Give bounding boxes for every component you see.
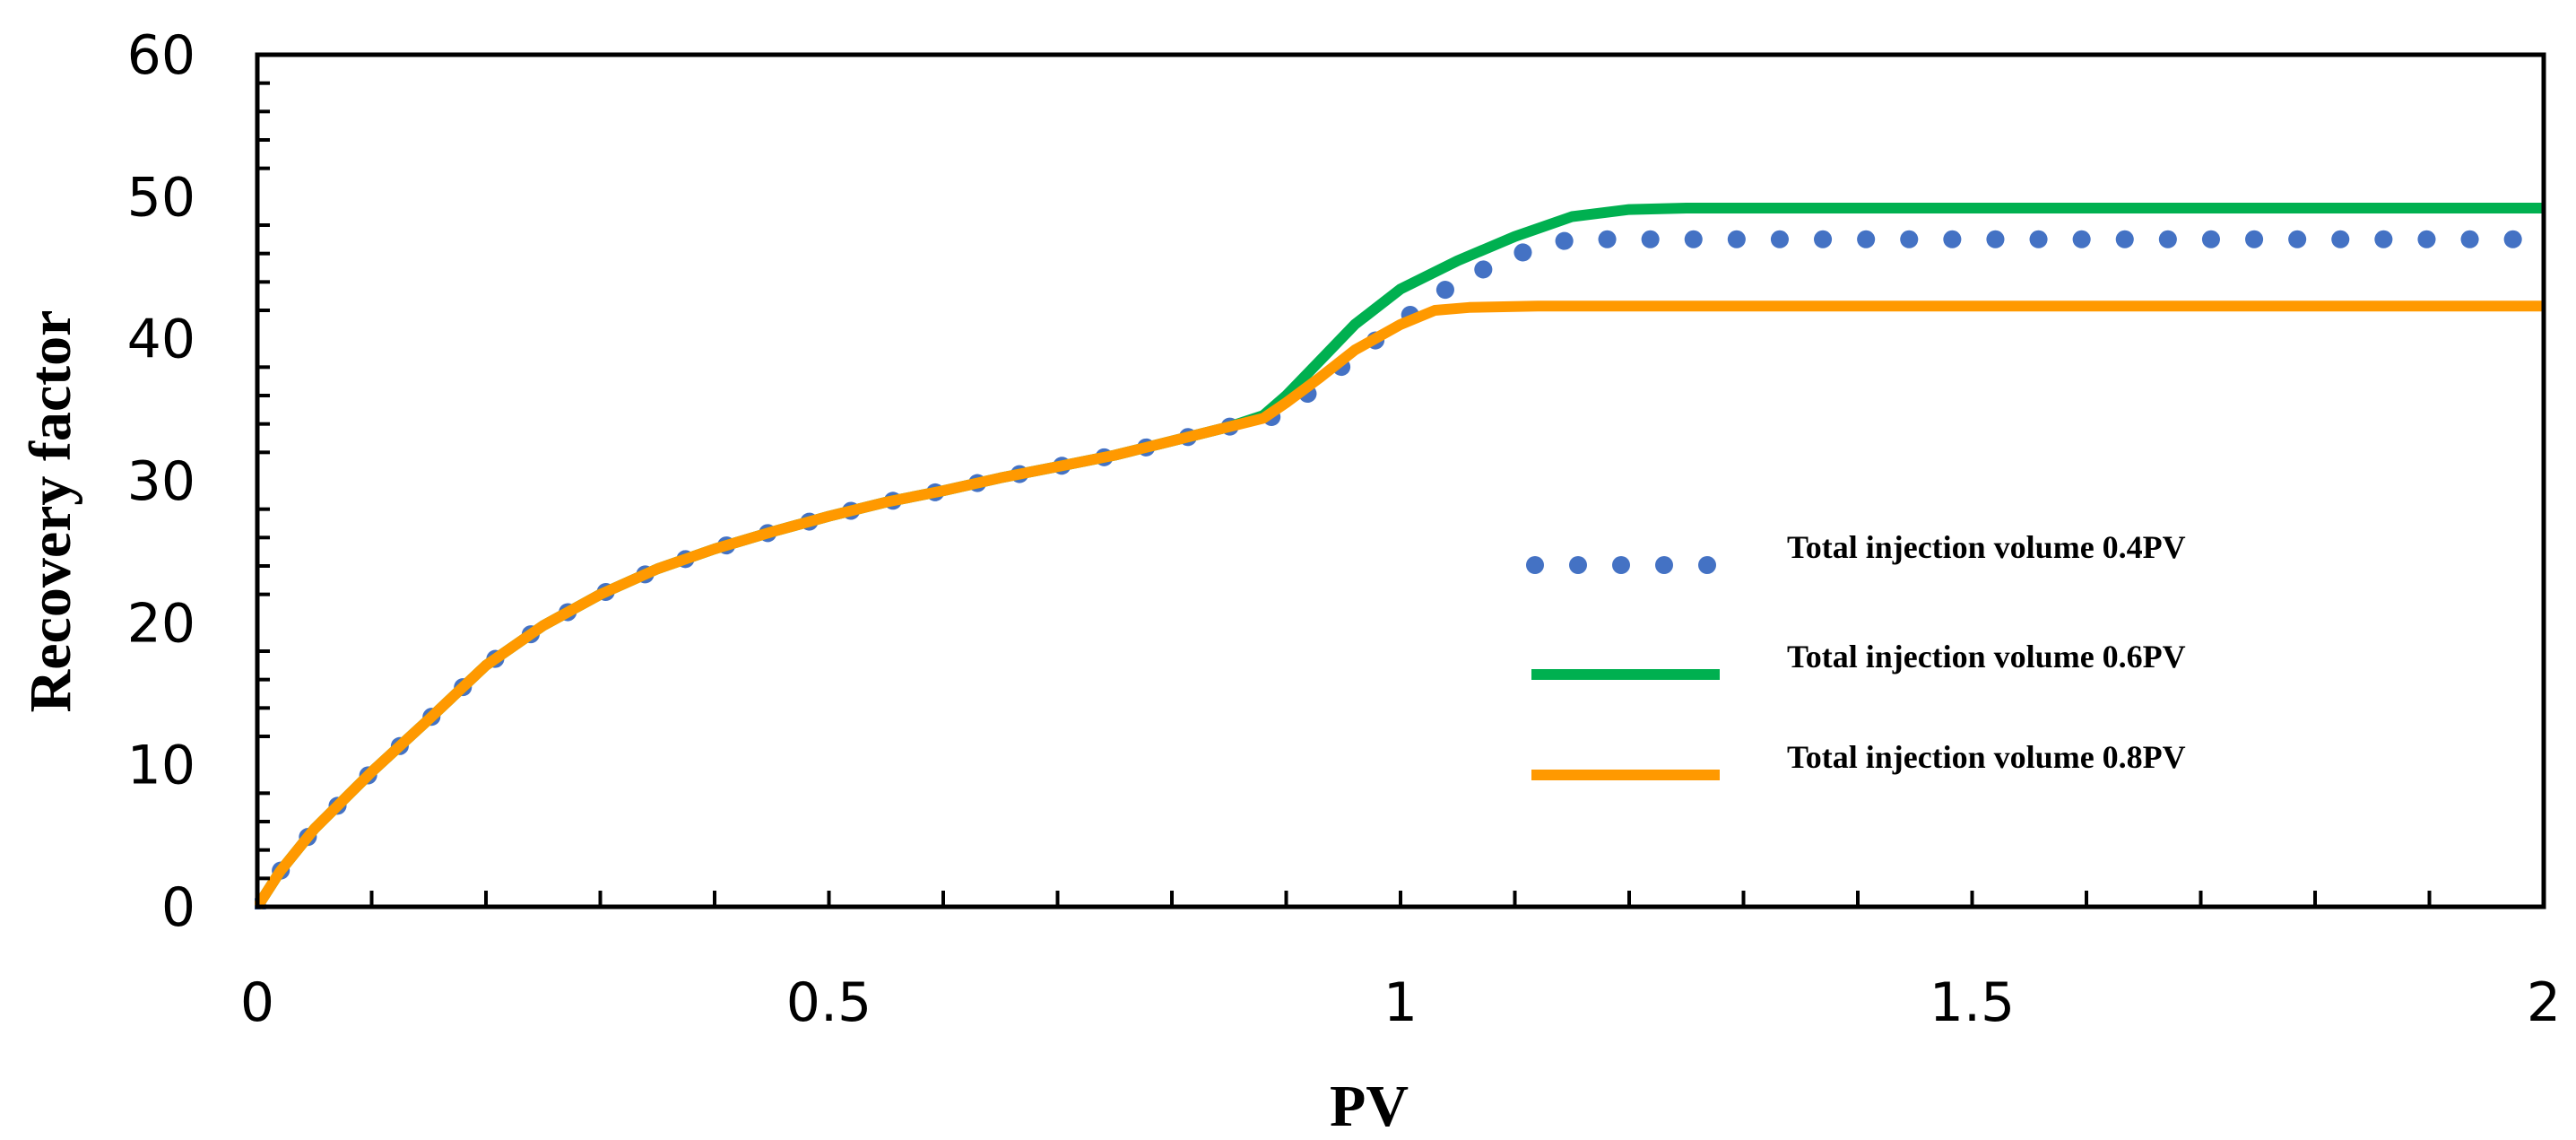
y-tick-label: 50 — [127, 166, 195, 229]
plot-area-frame — [255, 52, 2546, 909]
x-axis-title: PV — [1330, 1074, 1409, 1139]
y-tick-label: 60 — [127, 24, 195, 87]
legend-marker-dot — [1526, 556, 1544, 574]
legend-label: Total injection volume 0.4PV — [1787, 529, 2186, 565]
x-tick-label: 2 — [2527, 971, 2561, 1034]
x-tick-label: 1.5 — [1930, 971, 2015, 1034]
x-tick-label: 0.5 — [786, 971, 872, 1034]
series-line-3 — [255, 300, 2544, 909]
y-tick-label: 10 — [127, 735, 195, 797]
x-tick-label: 1 — [1383, 971, 1418, 1034]
legend-label: Total injection volume 0.6PV — [1787, 639, 2186, 674]
axis-ticks — [257, 81, 2432, 907]
legend-marker-dot — [1655, 556, 1673, 574]
y-tick-label: 40 — [127, 309, 195, 371]
series-layer — [255, 203, 2546, 909]
legend-marker-dot — [1698, 556, 1716, 574]
y-tick-label: 30 — [127, 450, 195, 513]
legend: Total injection volume 0.4PV Total inject… — [1526, 529, 2186, 780]
y-tick-label: 20 — [127, 592, 195, 655]
legend-marker-dot — [1612, 556, 1630, 574]
x-tick-label: 0 — [240, 971, 274, 1034]
legend-label: Total injection volume 0.8PV — [1787, 739, 2186, 775]
y-axis-title: Recovery factor — [18, 310, 83, 713]
series-line-1 — [255, 230, 2546, 909]
y-tick-label: 0 — [161, 876, 195, 939]
legend-marker-dot — [1569, 556, 1587, 574]
series-line-2 — [255, 203, 2544, 909]
